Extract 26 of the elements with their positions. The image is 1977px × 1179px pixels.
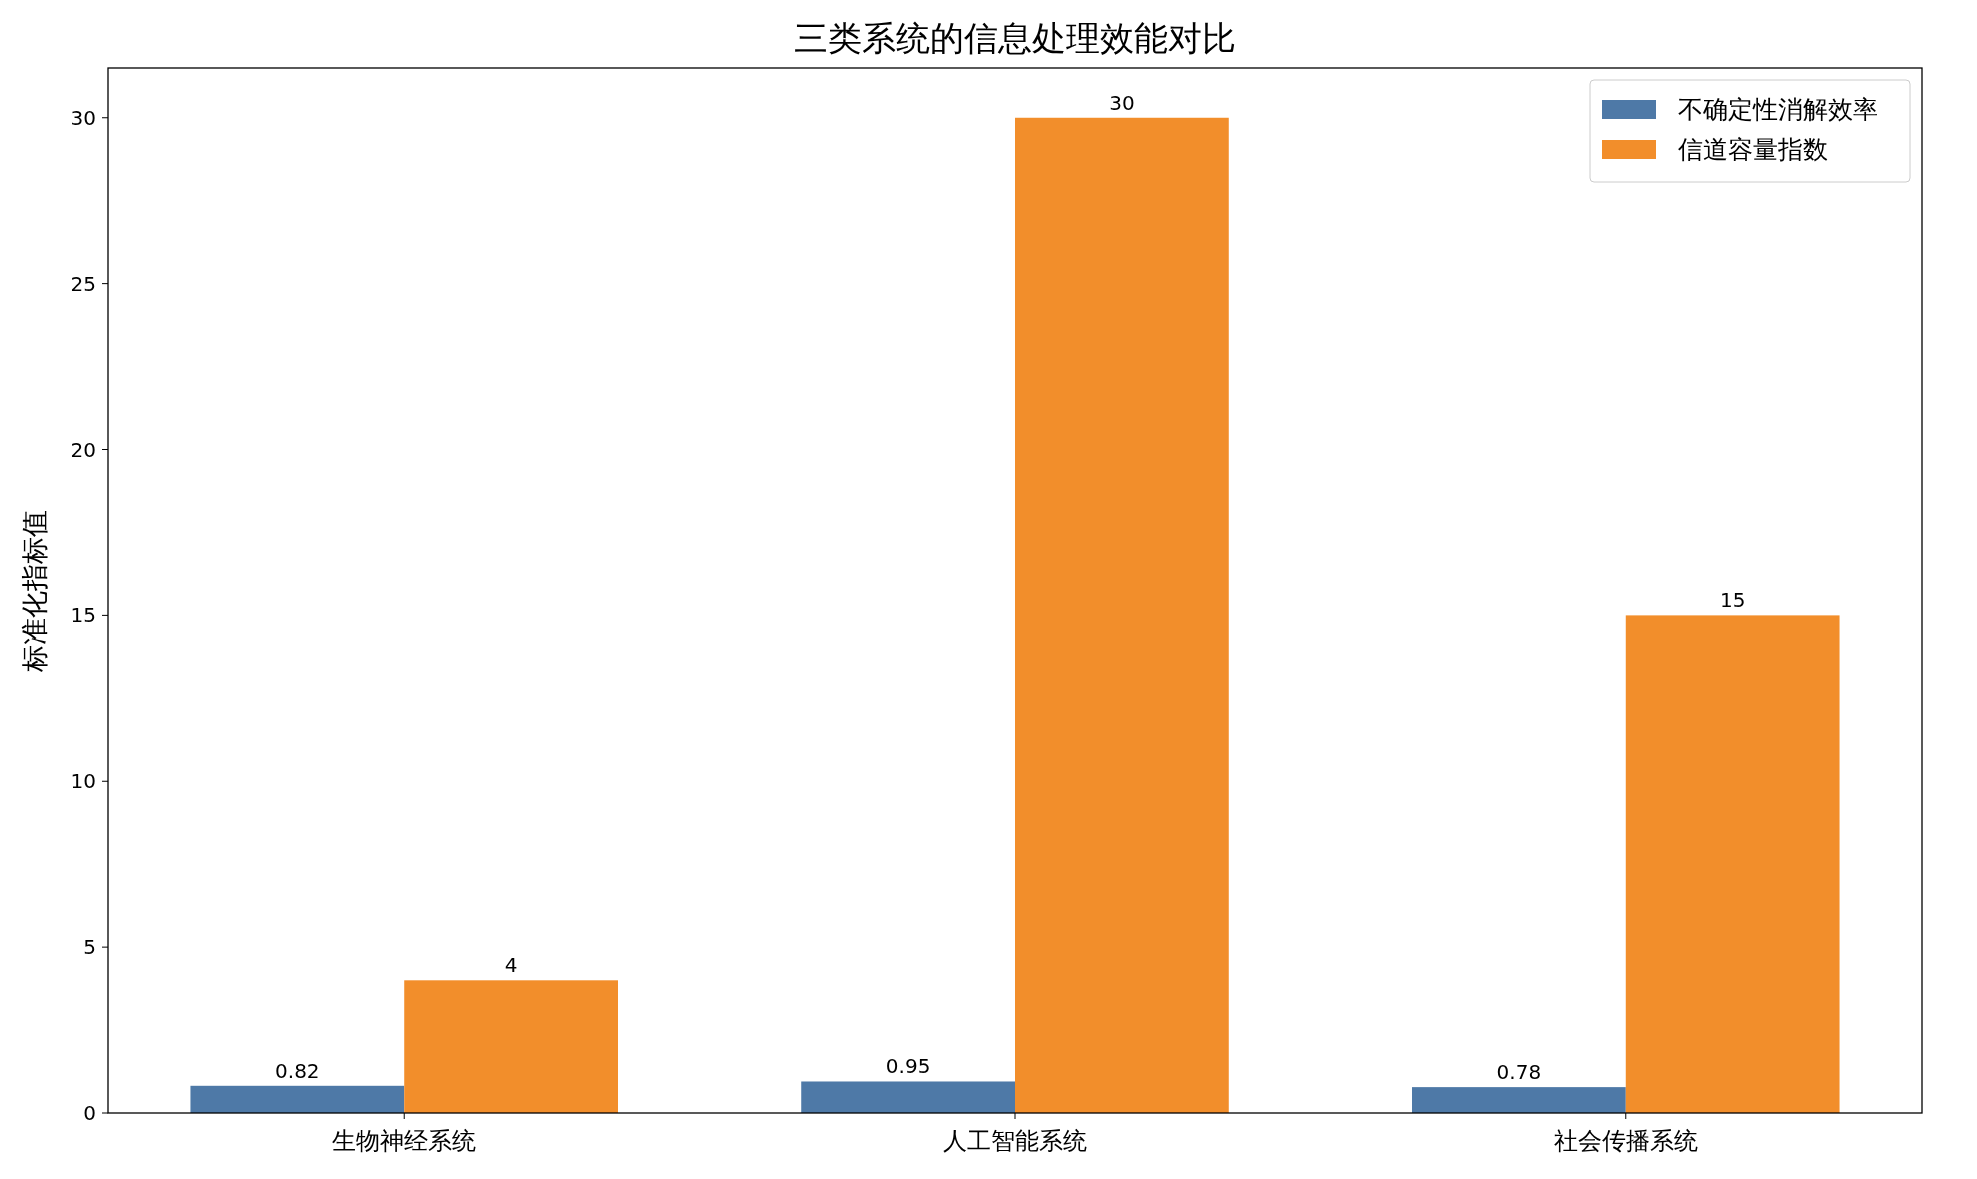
bar bbox=[1015, 117, 1229, 1113]
data-label: 15 bbox=[1719, 588, 1746, 613]
y-tick-label: 25 bbox=[70, 271, 96, 296]
data-label: 0.95 bbox=[885, 1054, 931, 1079]
bar bbox=[404, 980, 618, 1113]
y-axis-title: 标准化指标值 bbox=[19, 509, 50, 673]
y-tick-label: 10 bbox=[70, 769, 96, 794]
data-label: 30 bbox=[1109, 90, 1135, 115]
x-tick-label: 人工智能系统 bbox=[943, 1127, 1087, 1155]
y-tick-label: 30 bbox=[70, 105, 96, 130]
legend-label: 不确定性消解效率 bbox=[1678, 95, 1878, 124]
x-tick-label: 社会传播系统 bbox=[1553, 1127, 1698, 1155]
bar bbox=[190, 1085, 405, 1113]
bar bbox=[1412, 1087, 1626, 1113]
y-tick-label: 15 bbox=[70, 603, 96, 628]
y-tick-label: 20 bbox=[70, 437, 96, 462]
data-label: 0.78 bbox=[1496, 1060, 1542, 1085]
chart-title: 三类系统的信息处理效能对比 bbox=[794, 18, 1236, 58]
bar bbox=[1625, 615, 1840, 1113]
legend-label: 信道容量指数 bbox=[1678, 135, 1828, 164]
data-label: 4 bbox=[504, 953, 518, 978]
y-tick-label: 0 bbox=[83, 1101, 96, 1125]
data-label: 0.82 bbox=[275, 1058, 320, 1083]
bar bbox=[801, 1081, 1015, 1113]
x-tick-label: 生物神经系统 bbox=[332, 1127, 477, 1155]
y-tick-label: 5 bbox=[83, 935, 96, 960]
